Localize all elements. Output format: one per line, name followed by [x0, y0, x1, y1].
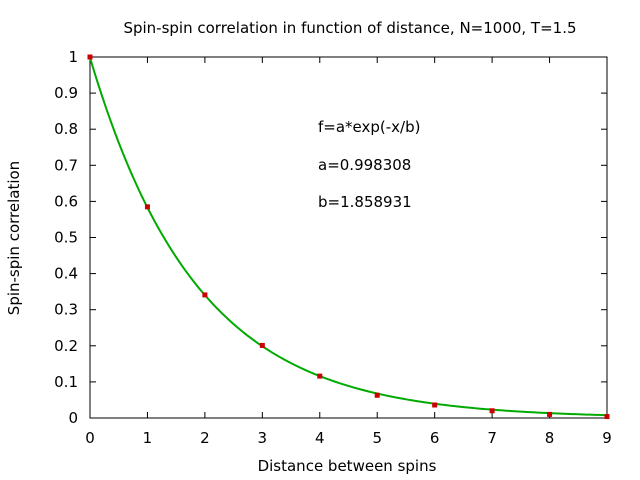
y-tick-label: 0.1 — [54, 373, 78, 391]
annotation-b-value: b=1.858931 — [318, 193, 412, 211]
chart-title: Spin-spin correlation in function of dis… — [123, 19, 576, 37]
y-tick-label: 0.6 — [54, 192, 78, 210]
x-tick-label: 2 — [200, 429, 210, 447]
annotation-formula: f=a*exp(-x/b) — [318, 118, 420, 136]
y-tick-label: 0 — [68, 409, 78, 427]
x-tick-label: 6 — [430, 429, 440, 447]
x-axis-ticks — [89, 57, 608, 418]
x-tick-label: 1 — [143, 429, 153, 447]
data-point — [87, 54, 93, 60]
y-axis-label: Spin-spin correlation — [5, 161, 23, 315]
y-tick-label: 0.3 — [54, 301, 78, 319]
y-tick-label: 0.2 — [54, 337, 78, 355]
data-point — [317, 373, 323, 379]
y-axis-tick-labels: 0 0.1 0.2 0.3 0.4 0.5 0.6 0.7 0.8 0.9 1 — [54, 48, 78, 427]
data-points — [87, 54, 610, 420]
x-tick-label: 5 — [372, 429, 382, 447]
plot-frame — [89, 56, 608, 419]
x-tick-label: 3 — [258, 429, 268, 447]
y-tick-label: 0.5 — [54, 229, 78, 247]
data-point — [547, 411, 553, 417]
annotation-a-value: a=0.998308 — [318, 156, 411, 174]
data-point — [374, 392, 380, 398]
y-tick-label: 0.4 — [54, 265, 78, 283]
data-point — [202, 292, 208, 298]
y-tick-label: 0.8 — [54, 120, 78, 138]
data-point — [144, 204, 150, 210]
fit-curve — [89, 57, 608, 417]
data-point — [489, 408, 495, 414]
y-axis-ticks — [90, 56, 607, 419]
x-tick-label: 9 — [602, 429, 612, 447]
x-axis-label: Distance between spins — [258, 457, 437, 475]
data-point — [604, 414, 610, 420]
x-tick-label: 7 — [487, 429, 497, 447]
y-tick-label: 0.9 — [54, 84, 78, 102]
data-point — [259, 342, 265, 348]
y-tick-label: 0.7 — [54, 156, 78, 174]
x-tick-label: 4 — [315, 429, 325, 447]
y-tick-label: 1 — [68, 48, 78, 66]
data-point — [432, 402, 438, 408]
x-tick-label: 8 — [545, 429, 555, 447]
x-tick-label: 0 — [85, 429, 95, 447]
x-axis-tick-labels: 0 1 2 3 4 5 6 7 8 9 — [85, 429, 612, 447]
